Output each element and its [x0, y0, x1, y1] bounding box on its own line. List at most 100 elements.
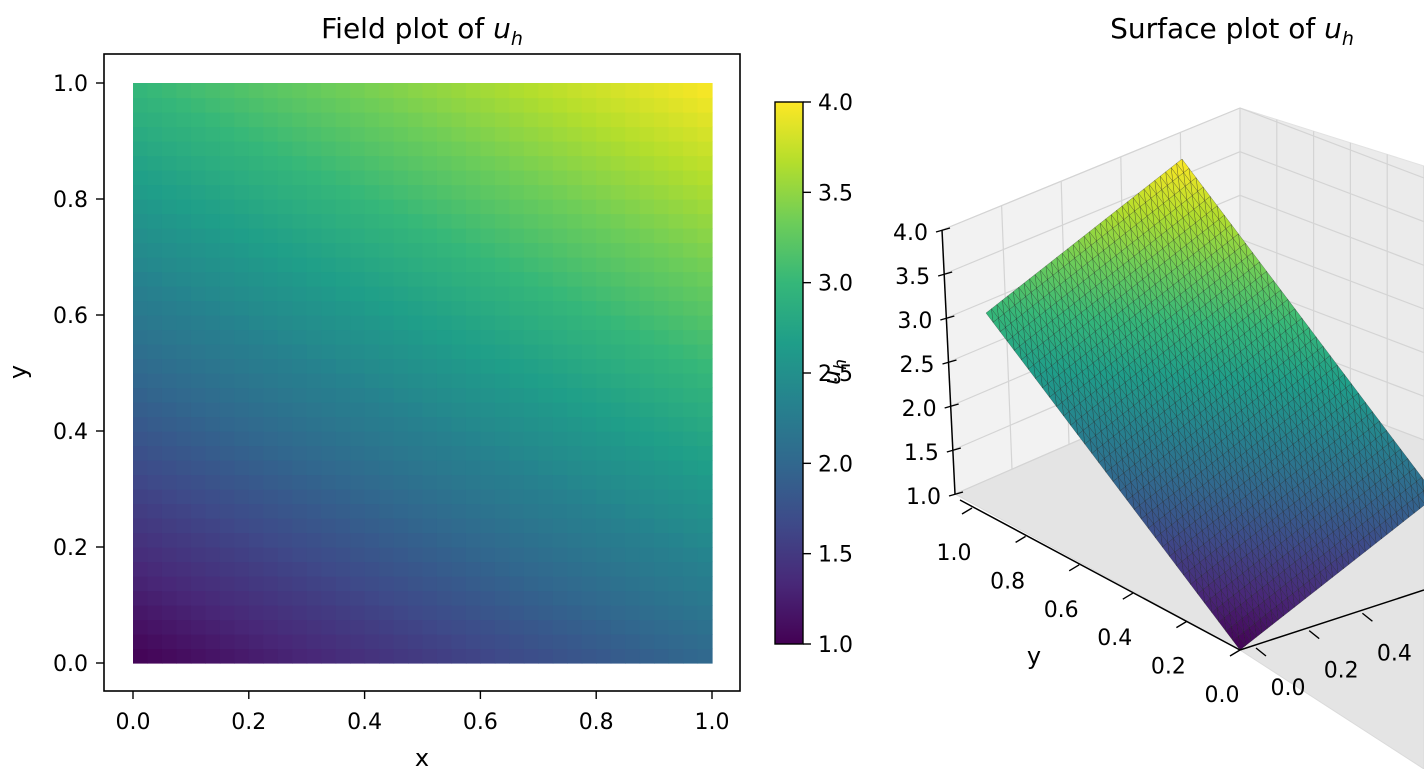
heatmap-cell [509, 474, 525, 490]
surface-facet [1025, 292, 1034, 307]
surface-facet [1200, 214, 1209, 229]
heatmap-cell [610, 199, 626, 215]
heatmap-cell [133, 170, 149, 186]
surface-facet [1108, 286, 1116, 302]
surface-facet [1192, 444, 1200, 459]
surface-facet [1176, 158, 1184, 174]
surface-facet [1218, 364, 1226, 379]
heatmap-cell [379, 445, 395, 461]
surface-facet [1202, 480, 1211, 496]
heatmap-cell [610, 605, 626, 621]
surface-facet [1254, 618, 1263, 634]
heatmap-cell [205, 373, 221, 389]
heatmap-cell [248, 503, 264, 519]
heatmap-cell [205, 228, 221, 244]
surface-facet [1227, 595, 1236, 610]
surface-facet [1167, 388, 1176, 404]
heatmap-cell [408, 300, 424, 316]
surface-facet [1305, 399, 1314, 415]
heatmap-cell [436, 170, 453, 186]
heatmap-cell [263, 213, 279, 229]
surface-facet [1297, 480, 1306, 496]
heatmap-cell [523, 387, 539, 403]
surface-facet [1215, 440, 1224, 456]
surface-facet [1127, 346, 1135, 361]
surface-facet [1395, 448, 1403, 464]
heatmap-cell [509, 489, 525, 505]
surface-facet [1211, 458, 1220, 474]
heatmap-cell [625, 474, 641, 490]
heatmap-cell [176, 271, 192, 287]
heatmap-cell [364, 141, 380, 157]
heatmap-cell [176, 387, 192, 403]
surface-facet [1181, 452, 1189, 468]
heatmap-cell [625, 344, 641, 360]
surface-facet [1059, 325, 1067, 340]
surface-facet [1186, 448, 1195, 464]
heatmap-cell [639, 416, 655, 432]
heatmap-cell [205, 83, 221, 99]
heatmap-cell [654, 141, 670, 157]
heatmap-cell [436, 460, 453, 476]
surface-facet [1213, 472, 1221, 487]
heatmap-cell [509, 416, 525, 432]
surface-facet [1192, 295, 1200, 310]
heatmap-cell [277, 112, 293, 128]
heatmap-cell [509, 518, 525, 534]
surface-facet [1248, 265, 1257, 281]
surface-facet [1239, 392, 1248, 407]
surface-facet [1092, 403, 1100, 419]
heatmap-cell [234, 590, 250, 606]
heatmap-cell [625, 315, 641, 331]
surface-facet [1347, 396, 1355, 412]
surface-facet [1225, 269, 1233, 284]
heatmap-cell [596, 257, 612, 273]
surface-facet [1095, 430, 1103, 446]
surface-facet [1263, 492, 1271, 508]
heatmap-cell [639, 373, 655, 389]
heatmap-cell [263, 590, 279, 606]
heatmap-cell [379, 503, 395, 519]
heatmap-cell [596, 126, 612, 142]
heatmap-cell [277, 97, 293, 113]
heatmap-cell [494, 184, 510, 200]
heatmap-cell [133, 561, 149, 577]
heatmap-cell [379, 228, 395, 244]
surface-facet [1065, 379, 1074, 395]
heatmap-cell [465, 474, 481, 490]
heatmap-cell [133, 431, 149, 447]
surface-facet [1237, 423, 1245, 439]
surface-facet [1276, 556, 1285, 572]
surface-facet [1181, 199, 1189, 215]
heatmap-cell [205, 358, 221, 374]
surface-facet [1315, 377, 1323, 393]
heatmap-cell [277, 518, 293, 534]
heatmap-cell [697, 460, 713, 476]
surface-facet [1235, 410, 1244, 425]
surface-facet [1017, 327, 1026, 343]
heatmap-cell [321, 315, 337, 331]
surface-facet [1199, 304, 1208, 320]
heatmap-cell [538, 329, 554, 345]
heatmap-cell [436, 155, 453, 171]
surface-facet [1168, 447, 1177, 463]
surface-facet [1074, 357, 1083, 373]
surface-facet [1078, 235, 1086, 251]
surface-facet [1119, 486, 1128, 501]
surface-facet [1054, 284, 1062, 299]
surface-facet [1301, 566, 1310, 582]
surface-facet [1199, 453, 1207, 469]
heatmap-cell [480, 634, 496, 650]
surface-facet [1311, 350, 1320, 365]
heatmap-cell [581, 445, 597, 461]
heatmap-cell [567, 431, 583, 447]
heatmap-cell [422, 547, 438, 563]
surface-facet [1117, 413, 1125, 429]
surface-facet [1401, 503, 1410, 519]
heatmap-cell [654, 503, 670, 519]
surface-facet [1207, 223, 1216, 238]
heatmap-cell [494, 344, 510, 360]
surface-facet [1220, 377, 1228, 393]
heatmap-cell [509, 83, 525, 99]
heatmap-cell [654, 97, 670, 113]
